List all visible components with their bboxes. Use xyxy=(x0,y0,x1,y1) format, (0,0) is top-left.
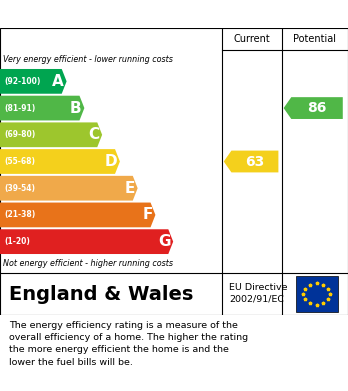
Text: 63: 63 xyxy=(245,154,264,169)
Text: (69-80): (69-80) xyxy=(4,130,35,139)
Polygon shape xyxy=(0,203,156,227)
Polygon shape xyxy=(0,96,84,120)
Polygon shape xyxy=(0,122,102,147)
Polygon shape xyxy=(0,149,120,174)
Text: F: F xyxy=(142,208,153,222)
Text: Potential: Potential xyxy=(293,34,337,44)
Text: Energy Efficiency Rating: Energy Efficiency Rating xyxy=(9,7,210,22)
Text: (55-68): (55-68) xyxy=(4,157,35,166)
Polygon shape xyxy=(284,97,343,119)
Text: D: D xyxy=(104,154,117,169)
Text: (1-20): (1-20) xyxy=(4,237,30,246)
Bar xyxy=(296,276,338,312)
Text: G: G xyxy=(158,234,171,249)
Text: C: C xyxy=(88,127,99,142)
Text: Very energy efficient - lower running costs: Very energy efficient - lower running co… xyxy=(3,54,173,63)
Polygon shape xyxy=(224,151,278,172)
Text: England & Wales: England & Wales xyxy=(9,285,193,303)
Text: 86: 86 xyxy=(307,101,326,115)
Text: Current: Current xyxy=(234,34,270,44)
Text: The energy efficiency rating is a measure of the
overall efficiency of a home. T: The energy efficiency rating is a measur… xyxy=(9,321,248,366)
Text: (92-100): (92-100) xyxy=(4,77,41,86)
Text: A: A xyxy=(52,74,64,89)
Text: Not energy efficient - higher running costs: Not energy efficient - higher running co… xyxy=(3,260,174,269)
Text: E: E xyxy=(125,181,135,196)
Text: (39-54): (39-54) xyxy=(4,184,35,193)
Text: (21-38): (21-38) xyxy=(4,210,35,219)
Polygon shape xyxy=(0,176,138,201)
Text: EU Directive
2002/91/EC: EU Directive 2002/91/EC xyxy=(229,283,287,303)
Text: (81-91): (81-91) xyxy=(4,104,35,113)
Polygon shape xyxy=(0,229,173,254)
Text: B: B xyxy=(70,100,81,116)
Polygon shape xyxy=(0,69,66,94)
